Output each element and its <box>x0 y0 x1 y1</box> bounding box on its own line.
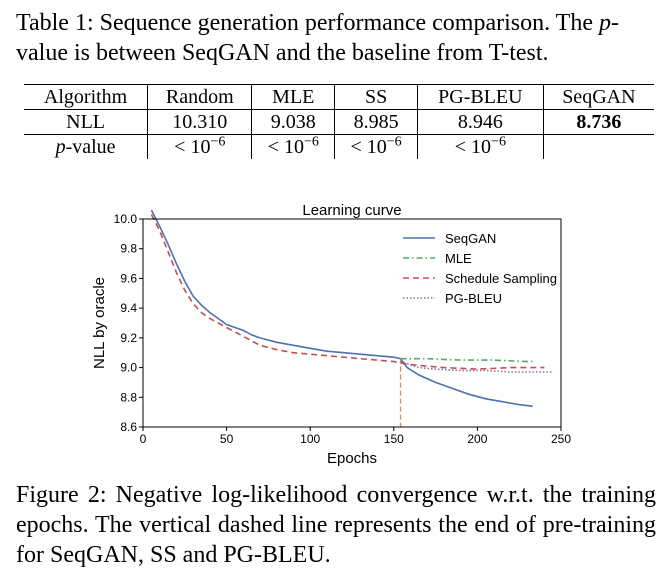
table-caption: Table 1: Sequence generation performance… <box>16 8 656 68</box>
pvalue-pg-bleu: < 10−6 <box>417 134 544 159</box>
pvalue-exp: −6 <box>386 134 402 150</box>
x-tick-label: 250 <box>551 432 571 446</box>
y-axis-label: NLL by oracle <box>91 277 108 369</box>
pvalue-label-italic: p <box>55 136 66 158</box>
y-tick-label: 9.8 <box>120 242 137 256</box>
nll-seqgan: 8.736 <box>543 109 654 135</box>
pvalue-label: p-value <box>24 134 149 159</box>
results-table: Algorithm Random MLE SS PG-BLEU SeqGAN N… <box>24 84 654 159</box>
legend-label: Schedule Sampling <box>445 271 557 286</box>
y-tick-label: 9.4 <box>120 301 137 315</box>
chart-title: Learning curve <box>302 202 401 219</box>
x-tick-label: 50 <box>220 432 234 446</box>
pvalue-base: < 10 <box>454 136 492 158</box>
pvalue-exp: −6 <box>303 134 319 150</box>
pvalue-seqgan <box>543 135 654 160</box>
series-line-pg-bleu <box>400 360 553 373</box>
table-row-pvalue: p-value < 10−6 < 10−6 < 10−6 < 10−6 <box>24 134 654 160</box>
nll-label: NLL <box>24 109 149 135</box>
x-axis-label: Epochs <box>327 450 377 467</box>
x-tick-label: 100 <box>300 432 320 446</box>
learning-curve-chart: 0 50 100 150 200 250 8.6 8.8 9.0 9.2 9.4 9.6 9.8 10.0… <box>91 202 571 467</box>
header-seqgan: SeqGAN <box>543 84 654 110</box>
pvalue-mle: < 10−6 <box>251 134 336 159</box>
pvalue-exp: −6 <box>491 134 506 150</box>
y-tick-label: 9.6 <box>120 271 137 285</box>
pvalue-exp: −6 <box>210 134 226 150</box>
nll-pg-bleu: 8.946 <box>417 109 544 135</box>
y-tick-label: 9.2 <box>120 331 137 345</box>
plot-frame <box>142 218 562 428</box>
pvalue-ss: < 10−6 <box>334 134 418 159</box>
pvalue-base: < 10 <box>174 136 211 158</box>
table-caption-italic: p <box>598 10 611 36</box>
legend-label: PG-BLEU <box>445 291 502 306</box>
legend-label: SeqGAN <box>445 231 496 246</box>
figure-caption: Figure 2: Negative log-likelihood conver… <box>16 482 656 568</box>
header-mle: MLE <box>251 84 336 110</box>
y-tick-label: 8.6 <box>120 420 137 434</box>
header-random: Random <box>147 84 253 110</box>
pvalue-label-suffix: -value <box>65 136 116 158</box>
nll-mle: 9.038 <box>251 109 336 135</box>
y-tick-label: 10.0 <box>114 212 138 226</box>
table-row-nll: NLL 10.310 9.038 8.985 8.946 8.736 <box>24 109 654 135</box>
table-header-row: Algorithm Random MLE SS PG-BLEU SeqGAN <box>24 84 654 110</box>
table-caption-text-end: -value is between SeqGAN and the baselin… <box>16 10 619 66</box>
y-tick-label: 9.0 <box>120 361 137 375</box>
pvalue-random: < 10−6 <box>147 134 253 159</box>
x-tick-label: 0 <box>140 432 147 446</box>
pvalue-base: < 10 <box>350 136 387 158</box>
x-tick-label: 200 <box>467 432 487 446</box>
nll-random: 10.310 <box>147 109 253 135</box>
series-line-schedule-sampling <box>150 214 545 370</box>
series-line-seqgan <box>150 209 533 407</box>
header-ss: SS <box>334 84 418 110</box>
x-tick-label: 150 <box>384 432 404 446</box>
nll-ss: 8.985 <box>334 109 418 135</box>
y-tick-label: 8.8 <box>120 390 137 404</box>
series-line-mle <box>400 357 533 363</box>
header-pg-bleu: PG-BLEU <box>417 84 544 110</box>
header-algorithm: Algorithm <box>24 84 149 110</box>
table-caption-text: Table 1: Sequence generation performance… <box>16 10 599 36</box>
legend-label: MLE <box>445 251 472 266</box>
pvalue-base: < 10 <box>267 136 304 158</box>
